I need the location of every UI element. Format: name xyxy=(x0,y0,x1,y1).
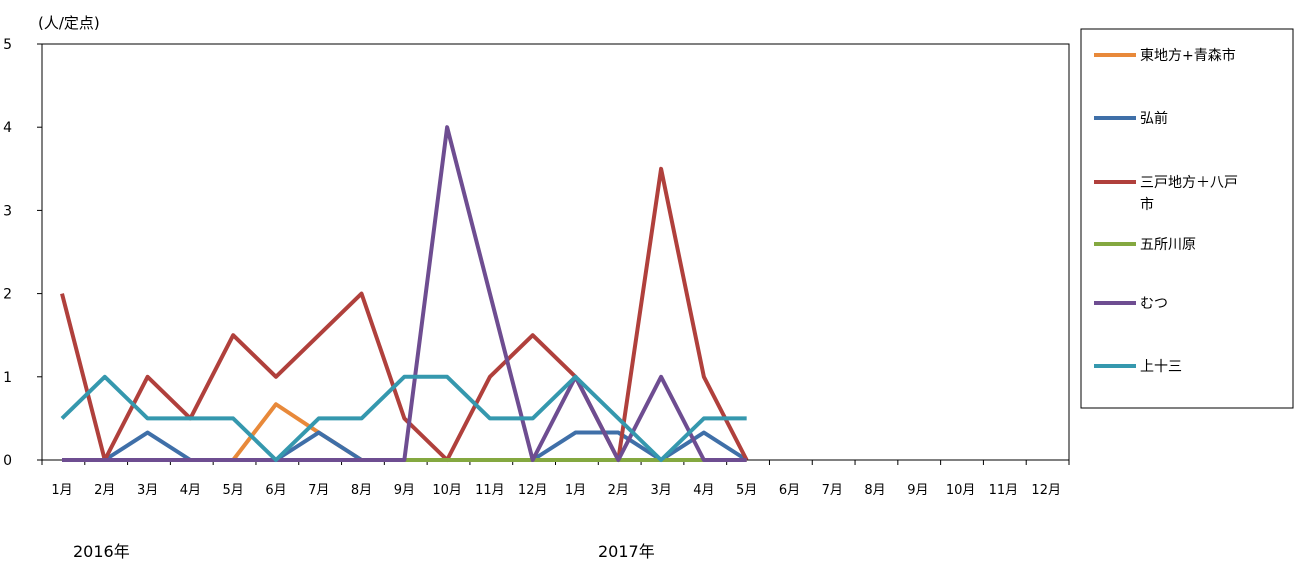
x-tick-label: 8月 xyxy=(351,483,372,498)
x-tick-label: 1月 xyxy=(565,483,586,498)
x-tick-label: 9月 xyxy=(907,483,928,498)
year-label: 2016年 xyxy=(73,542,130,561)
series-line-5 xyxy=(60,374,747,462)
x-tick-label: 7月 xyxy=(308,483,329,498)
year-labels: 2016年 2017年 xyxy=(73,542,655,561)
x-tick-label: 4月 xyxy=(693,483,714,498)
x-tick-label: 2月 xyxy=(608,483,629,498)
y-tick-label: 3 xyxy=(3,203,12,219)
x-tick-label: 4月 xyxy=(180,483,201,498)
legend-label: 五所川原 xyxy=(1140,237,1196,253)
series-lines xyxy=(60,125,749,462)
legend-label: むつ xyxy=(1140,296,1168,312)
legend-label: 三戸地方＋八戸市 xyxy=(1140,175,1238,213)
x-tick-label: 12月 xyxy=(518,483,548,498)
x-tick-label: 10月 xyxy=(432,483,462,498)
y-axis: 0 1 2 3 4 5 xyxy=(3,37,42,469)
y-axis-unit-label: (人/定点) xyxy=(38,14,100,32)
x-tick-label: 5月 xyxy=(736,483,757,498)
x-tick-label: 7月 xyxy=(822,483,843,498)
x-tick-label: 11月 xyxy=(475,483,505,498)
y-tick-label: 0 xyxy=(3,453,12,469)
x-tick-label: 8月 xyxy=(864,483,885,498)
x-tick-label: 12月 xyxy=(1031,483,1061,498)
x-tick-label: 1月 xyxy=(51,483,72,498)
series-line-2 xyxy=(60,166,749,462)
y-tick-label: 5 xyxy=(3,37,12,53)
x-tick-label: 3月 xyxy=(137,483,158,498)
x-axis: 1月 2月 3月 4月 5月 6月 7月 8月 9月 10月 11月 12月 1月 2月 3月 4月 5月 6月 7… xyxy=(41,460,1070,498)
legend-label: 東地方+青森市 xyxy=(1140,47,1236,64)
x-tick-label: 6月 xyxy=(265,483,286,498)
legend-box xyxy=(1080,28,1294,409)
year-label: 2017年 xyxy=(598,542,655,561)
y-tick-label: 2 xyxy=(3,287,12,303)
x-tick-label: 5月 xyxy=(223,483,244,498)
y-tick-label: 4 xyxy=(3,120,12,136)
y-tick-label: 1 xyxy=(3,370,12,386)
x-tick-label: 6月 xyxy=(779,483,800,498)
x-tick-label: 2月 xyxy=(94,483,115,498)
x-tick-label: 9月 xyxy=(394,483,415,498)
x-tick-label: 11月 xyxy=(989,483,1019,498)
x-tick-label: 3月 xyxy=(650,483,671,498)
x-tick-label: 10月 xyxy=(946,483,976,498)
legend-label: 弘前 xyxy=(1140,110,1168,127)
legend-label: 上十三 xyxy=(1140,359,1182,375)
